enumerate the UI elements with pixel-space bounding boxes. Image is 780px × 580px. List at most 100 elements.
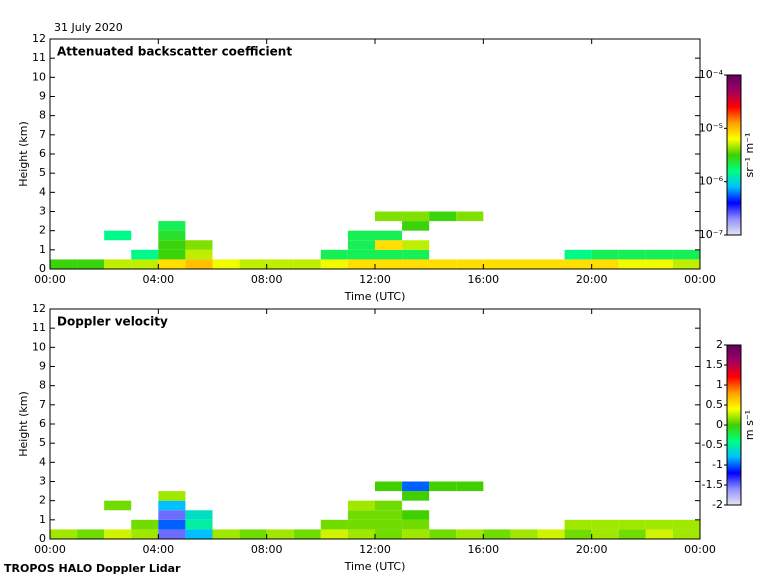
heatmap-cell — [104, 259, 132, 269]
x-tick-label: 20:00 — [576, 273, 608, 286]
y-tick-label: 1 — [39, 513, 46, 526]
x-axis-label: Time (UTC) — [344, 290, 406, 303]
heatmap-cell — [77, 529, 105, 539]
colorbar-label: m s⁻¹ — [743, 410, 756, 440]
heatmap-cell — [347, 519, 375, 530]
colorbar-tick-label: 0.5 — [706, 398, 724, 411]
y-tick-label: 8 — [39, 109, 46, 122]
y-tick-label: 4 — [39, 185, 46, 198]
heatmap-cell — [131, 249, 159, 260]
heatmap-cell — [347, 510, 375, 520]
heatmap-cell — [375, 249, 403, 260]
heatmap-cell — [402, 491, 430, 501]
heatmap-cell — [104, 500, 132, 511]
colorbar-tick-label: -2 — [712, 498, 723, 511]
heatmap-cell — [591, 529, 619, 539]
heatmap-cell — [158, 221, 186, 231]
heatmap-cell — [347, 230, 375, 241]
heatmap-cell — [429, 211, 457, 222]
x-tick-label: 04:00 — [142, 543, 174, 556]
heatmap-cell — [320, 249, 348, 260]
y-tick-label: 5 — [39, 436, 46, 449]
heatmap-cell — [456, 481, 484, 492]
heatmap-cell — [618, 259, 646, 269]
heatmap-cell — [212, 259, 240, 269]
colorbar — [726, 344, 742, 506]
heatmap-cell — [402, 221, 430, 231]
heatmap-cell — [591, 519, 619, 530]
heatmap-cell — [672, 259, 700, 269]
heatmap-cell — [158, 240, 186, 250]
heatmap-cell — [266, 259, 294, 269]
heatmap-cell — [50, 259, 78, 269]
x-tick-label: 08:00 — [251, 273, 283, 286]
heatmap-cell — [104, 529, 132, 539]
x-tick-label: 20:00 — [576, 543, 608, 556]
heatmap-cell — [510, 259, 538, 269]
heatmap-cell — [266, 529, 294, 539]
heatmap-cell — [402, 249, 430, 260]
heatmap-cell — [375, 500, 403, 511]
heatmap-cell — [456, 211, 484, 222]
heatmap-cell — [375, 529, 403, 539]
colorbar-tick-label: 10⁻⁶ — [699, 175, 724, 188]
colorbar-tick-label: -1.5 — [702, 478, 723, 491]
heatmap-cell — [672, 519, 700, 530]
colorbar-tick-label: -0.5 — [702, 438, 723, 451]
y-tick-label: 9 — [39, 90, 46, 103]
heatmap-cell — [158, 259, 186, 269]
heatmap-cell — [591, 259, 619, 269]
heatmap-cell — [645, 259, 673, 269]
heatmap-cell — [537, 259, 565, 269]
heatmap-cell — [375, 519, 403, 530]
x-tick-label: 16:00 — [467, 543, 499, 556]
heatmap-cell — [375, 211, 403, 222]
y-tick-label: 6 — [39, 417, 46, 430]
heatmap-cell — [429, 481, 457, 492]
heatmap-cell — [618, 529, 646, 539]
heatmap-cell — [347, 249, 375, 260]
y-tick-label: 5 — [39, 166, 46, 179]
heatmap-cell — [347, 529, 375, 539]
footer: TROPOS HALO Doppler Lidar — [4, 562, 181, 575]
y-tick-label: 11 — [32, 51, 46, 64]
heatmap-cell — [158, 249, 186, 260]
heatmap-cell — [158, 519, 186, 530]
heatmap-cell — [320, 259, 348, 269]
heatmap-cell — [347, 259, 375, 269]
y-tick-label: 2 — [39, 494, 46, 507]
y-tick-label: 12 — [32, 302, 46, 315]
heatmap-cell — [402, 211, 430, 222]
colorbar-tick-label: 2 — [716, 338, 723, 351]
heatmap-cell — [131, 519, 159, 530]
colorbar-tick-label: 1.5 — [706, 358, 724, 371]
heatmap-cell — [131, 259, 159, 269]
x-axis-label: Time (UTC) — [344, 560, 406, 573]
heatmap-cell — [347, 500, 375, 511]
heatmap-cell — [402, 259, 430, 269]
heatmap-cell — [483, 259, 511, 269]
heatmap-cell — [158, 500, 186, 511]
heatmap-cell — [185, 249, 213, 260]
heatmap-cell — [320, 529, 348, 539]
heatmap-cell — [158, 230, 186, 241]
y-tick-label: 0 — [39, 262, 46, 275]
heatmap-cell — [645, 519, 673, 530]
heatmap-cell — [591, 249, 619, 260]
heatmap-cell — [618, 519, 646, 530]
colorbar-tick-label: 10⁻⁷ — [699, 228, 723, 241]
heatmap-cell — [212, 529, 240, 539]
x-tick-label: 00:00 — [684, 543, 716, 556]
heatmap-cell — [402, 510, 430, 520]
heatmap-cell — [564, 249, 592, 260]
heatmap-cell — [185, 519, 213, 530]
heatmap-cell — [185, 510, 213, 520]
y-tick-label: 6 — [39, 147, 46, 160]
y-axis-label: Height (km) — [17, 121, 30, 187]
y-tick-label: 7 — [39, 398, 46, 411]
heatmap-cell — [158, 491, 186, 501]
heatmap-cell — [645, 249, 673, 260]
heatmap-cell — [564, 519, 592, 530]
colorbar — [726, 74, 742, 236]
